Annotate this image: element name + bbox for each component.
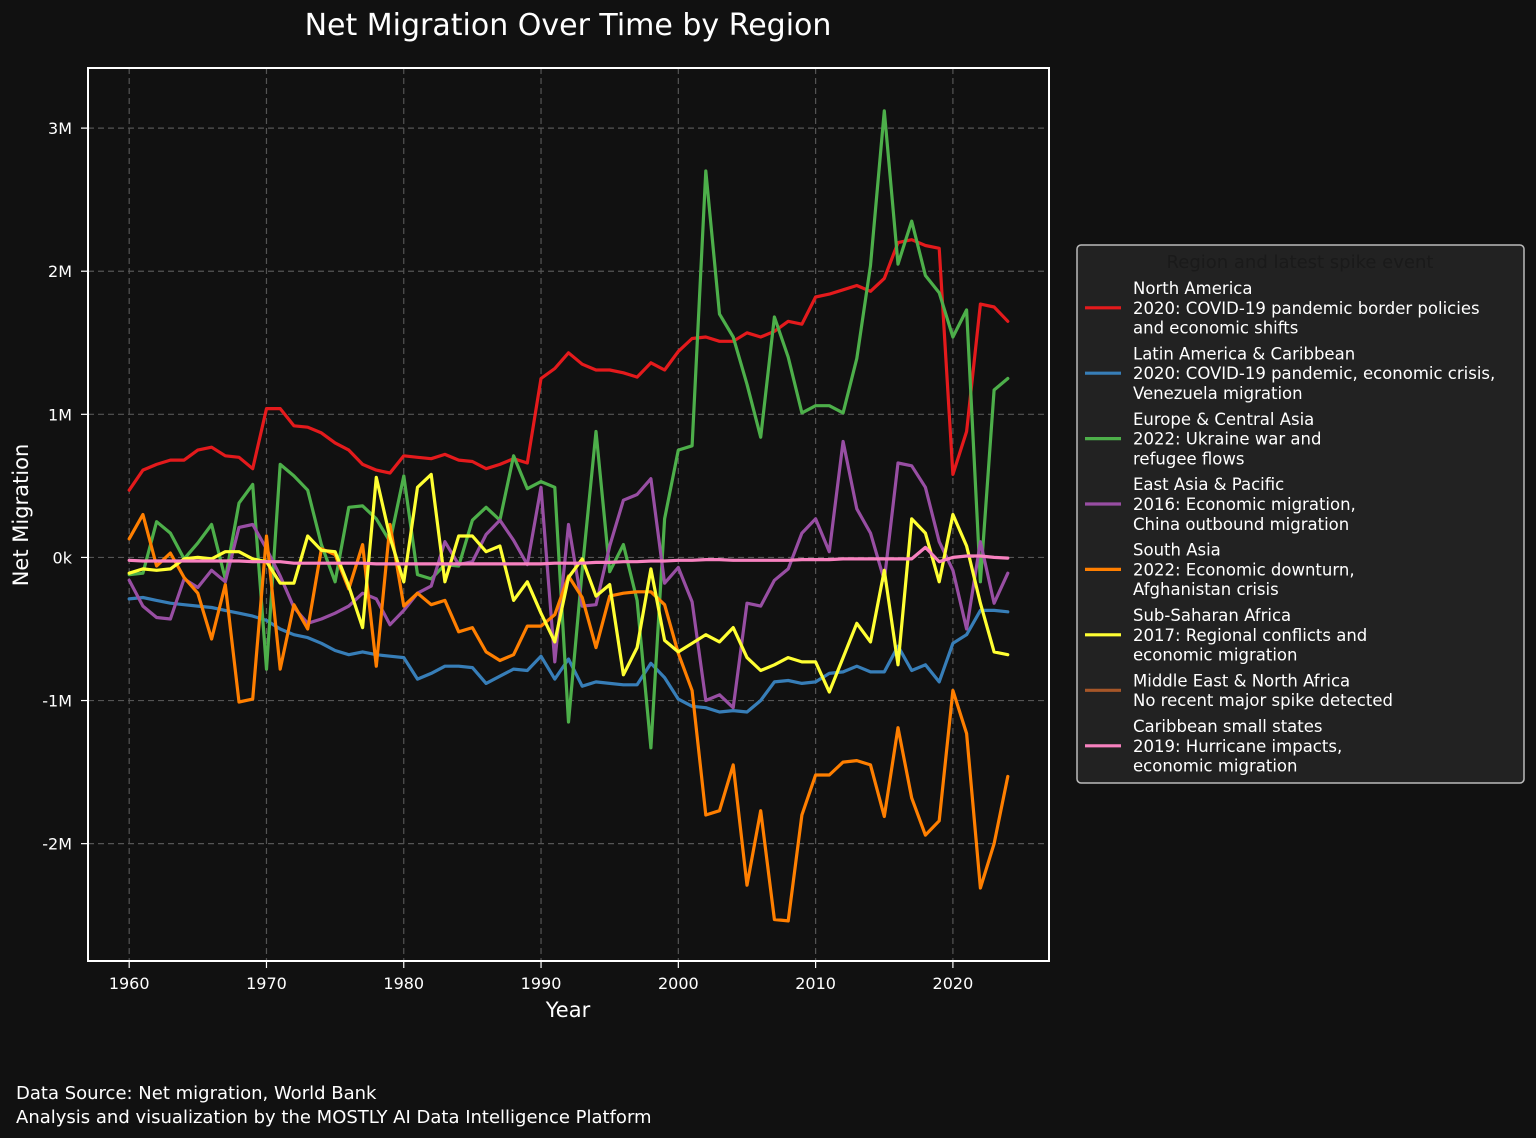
x-tick-label: 2020 — [933, 974, 974, 993]
y-tick-label: 2M — [48, 262, 72, 281]
legend-event-text: economic migration — [1133, 646, 1297, 665]
legend-box — [1076, 244, 1525, 784]
legend-event-text: 2022: Ukraine war and — [1133, 430, 1321, 449]
legend-region-name: Latin America & Caribbean — [1133, 344, 1355, 363]
legend-event-text: 2017: Regional conflicts and — [1133, 626, 1367, 645]
data-source-note: Data Source: Net migration, World Bank — [16, 1083, 377, 1104]
series-line-north-america — [127, 238, 1010, 492]
legend-event-text: China outbound migration — [1133, 515, 1349, 534]
legend-event-text: Afghanistan crisis — [1133, 580, 1279, 599]
credit-note: Analysis and visualization by the MOSTLY… — [16, 1107, 652, 1128]
series-line-caribbean-small-states — [127, 545, 1010, 566]
legend-event-text: Venezuela migration — [1133, 384, 1303, 403]
x-tick-label: 2000 — [658, 974, 699, 993]
legend-event-text: economic migration — [1133, 757, 1297, 776]
legend-event-text: 2016: Economic migration, — [1133, 495, 1356, 514]
legend-region-name: East Asia & Pacific — [1133, 475, 1284, 494]
legend-event-text: refugee flows — [1133, 449, 1244, 468]
legend-region-name: Europe & Central Asia — [1133, 410, 1314, 429]
legend-region-name: Caribbean small states — [1133, 717, 1323, 736]
legend-event-text: 2019: Hurricane impacts, — [1133, 737, 1342, 756]
legend-event-text: 2020: COVID-19 pandemic border policies — [1133, 299, 1480, 318]
series-line-europe-central-asia — [127, 109, 1010, 750]
series-line-east-asia-pacific — [127, 439, 1010, 710]
legend-region-name: Sub-Saharan Africa — [1133, 606, 1291, 625]
legend-event-text: 2022: Economic downturn, — [1133, 560, 1355, 579]
legend-event-text: 2020: COVID-19 pandemic, economic crisis… — [1133, 364, 1495, 383]
y-tick-label: 3M — [48, 119, 72, 138]
x-tick-label: 1970 — [246, 974, 287, 993]
legend-title: Region and latest spike event — [1167, 252, 1434, 273]
legend-region-name: Middle East & North Africa — [1133, 671, 1350, 690]
series-line-sub-saharan-africa — [127, 472, 1010, 694]
legend-event-text: and economic shifts — [1133, 319, 1298, 338]
x-tick-label: 2010 — [795, 974, 836, 993]
y-axis-label: Net Migration — [9, 444, 33, 587]
y-tick-label: -2M — [42, 835, 72, 854]
x-tick-label: 1960 — [109, 974, 150, 993]
x-axis-ticks: 1960 1970 1980 1990 2000 2010 2020 — [109, 961, 973, 993]
legend-event-text: No recent major spike detected — [1133, 691, 1393, 710]
legend-region-name: South Asia — [1133, 541, 1221, 560]
y-tick-label: 1M — [48, 405, 72, 424]
grid — [88, 68, 1049, 961]
x-tick-label: 1990 — [521, 974, 562, 993]
y-axis-ticks: -2M -1M 0k 1M 2M 3M — [42, 119, 88, 854]
series-lines — [127, 109, 1010, 923]
legend-region-name: North America — [1133, 279, 1252, 298]
legend: Region and latest spike event North Amer… — [1076, 244, 1525, 784]
y-tick-label: -1M — [42, 692, 72, 711]
plot-frame — [87, 67, 1050, 962]
x-axis-label: Year — [545, 998, 591, 1022]
y-tick-label: 0k — [53, 548, 73, 567]
x-tick-label: 1980 — [383, 974, 424, 993]
chart-title: Net Migration Over Time by Region — [305, 8, 832, 43]
